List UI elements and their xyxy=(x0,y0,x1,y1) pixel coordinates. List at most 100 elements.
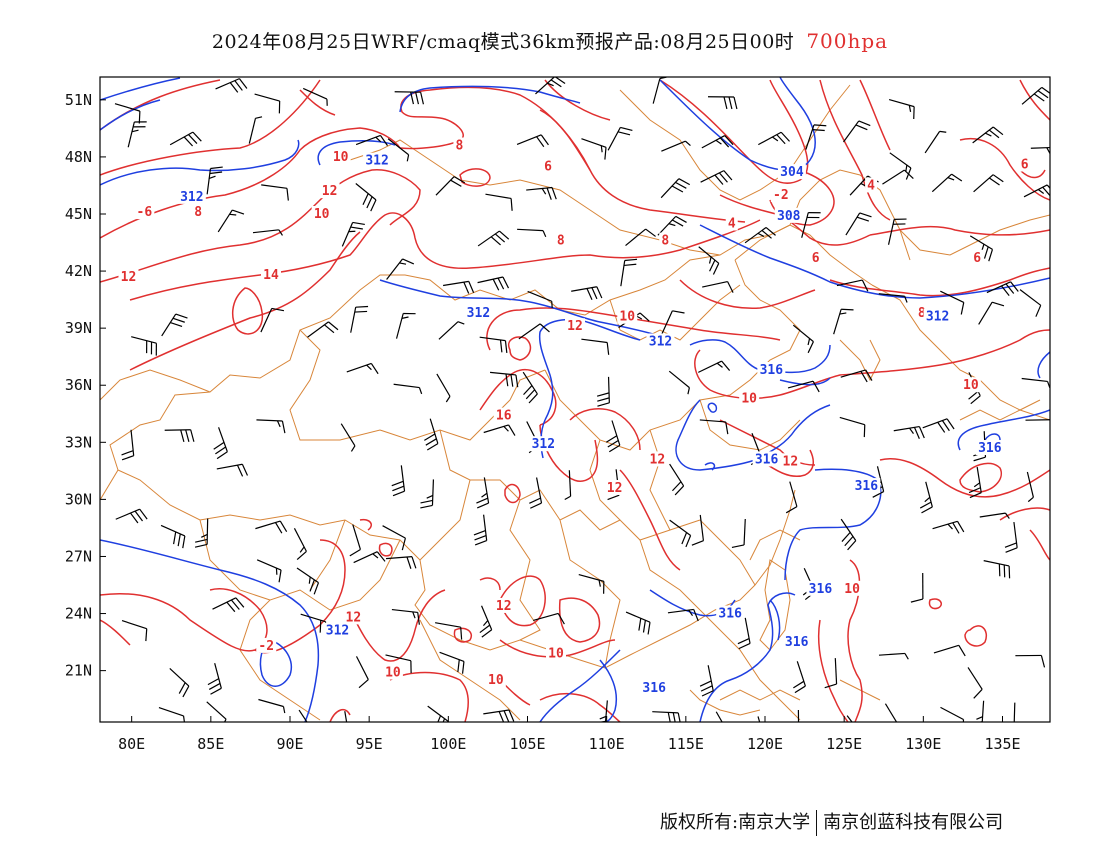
wind-barb xyxy=(260,307,285,333)
wind-barb xyxy=(968,466,982,499)
wind-barb xyxy=(207,663,222,695)
wind-barb xyxy=(435,176,466,196)
wind-barb xyxy=(164,429,195,443)
temperature-label-bg xyxy=(311,205,332,221)
temperature-label-bg xyxy=(493,407,514,423)
temperature-label-bg xyxy=(971,249,984,265)
lon-label: 90E xyxy=(276,735,303,753)
wind-barb xyxy=(350,305,369,333)
wind-barb xyxy=(986,281,1019,296)
temperature-label: 10 xyxy=(488,673,504,688)
wind-barb xyxy=(516,134,549,148)
height-label-bg xyxy=(757,362,786,378)
wind-barb xyxy=(355,183,377,212)
wind-barb xyxy=(527,290,553,308)
map-frame xyxy=(99,76,1051,723)
lon-label: 125E xyxy=(826,735,862,753)
temperature-label-bg xyxy=(739,390,760,406)
copyright-text: 版权所有:南京大学 xyxy=(660,812,811,833)
height-label-bg xyxy=(782,634,811,650)
temperature-label-bg xyxy=(261,266,281,282)
wind-barb xyxy=(131,336,157,356)
temperature-label-bg xyxy=(960,377,981,393)
temperature-label-bg xyxy=(382,664,403,680)
temperature-label: 12 xyxy=(322,184,338,199)
temperature-label: 12 xyxy=(650,452,666,467)
height-label-bg xyxy=(323,622,352,638)
wind-barb xyxy=(517,228,547,238)
height-label-bg xyxy=(464,304,493,320)
wind-barb xyxy=(933,644,966,657)
height-labels: 312 312 304 308 312 312 312 316 312 316 316 316 316 3… xyxy=(177,152,1004,696)
lon-label: 135E xyxy=(984,735,1020,753)
wind-barb xyxy=(1026,471,1034,503)
wind-barb xyxy=(839,416,866,438)
temperature-label-bg xyxy=(647,451,668,467)
temperature-label-bg xyxy=(1018,156,1031,172)
wind-barb xyxy=(526,186,557,200)
wind-barb xyxy=(940,290,965,315)
height-label-bg xyxy=(529,436,558,452)
wind-barb xyxy=(194,518,209,548)
map-title: 2024年08月25日WRF/cmaq模式36km预报产品:08月25日00时 7… xyxy=(0,27,1100,54)
wind-barb xyxy=(1021,377,1050,388)
wind-barb xyxy=(424,418,439,451)
wind-barb xyxy=(252,229,283,236)
wind-barb xyxy=(843,120,871,143)
temperature-label: 12 xyxy=(496,599,512,614)
wind-barb xyxy=(973,174,1004,193)
height-label-bg xyxy=(852,478,881,494)
wind-barb xyxy=(1013,702,1016,722)
height-label: 316 xyxy=(809,582,833,597)
wind-barb xyxy=(216,463,249,477)
wind-barb xyxy=(878,293,908,303)
wind-barb xyxy=(701,135,734,149)
temperature-label: 6 xyxy=(973,251,981,266)
temperature-label: 12 xyxy=(567,319,583,334)
wind-barb xyxy=(1019,289,1042,317)
temperature-label-bg xyxy=(604,479,625,495)
wind-barb xyxy=(158,706,186,722)
wind-barb xyxy=(625,228,656,246)
pressure-level: 700hpa xyxy=(806,29,889,53)
temperature-label-bg xyxy=(319,183,340,199)
wind-barb xyxy=(386,258,415,280)
lon-label: 115E xyxy=(668,735,704,753)
wind-barb xyxy=(932,520,965,534)
wind-barb xyxy=(395,312,416,339)
wind-barb xyxy=(660,178,691,199)
lat-label: 39N xyxy=(65,319,92,337)
wind-barb xyxy=(801,212,821,238)
temperature-label-bg xyxy=(659,232,672,248)
wind-barb xyxy=(261,184,289,201)
wind-barb xyxy=(887,218,907,245)
wind-barb xyxy=(578,574,605,594)
wind-barb xyxy=(386,556,417,569)
height-label: 312 xyxy=(326,624,349,639)
height-label-bg xyxy=(646,333,675,349)
lat-label: 27N xyxy=(65,547,92,565)
wind-barb xyxy=(256,419,286,434)
wind-barb xyxy=(668,370,690,395)
temperature-label: -2 xyxy=(773,188,789,203)
wind-barb xyxy=(115,508,148,524)
wind-barb xyxy=(217,209,245,233)
lon-label: 95E xyxy=(356,735,383,753)
wind-barb xyxy=(661,310,685,335)
temperature-label-bg xyxy=(493,597,514,613)
wind-barb xyxy=(248,116,263,144)
temperature-label-bg xyxy=(842,580,863,596)
temperature-label-bg xyxy=(770,186,791,202)
wind-barb xyxy=(483,424,516,436)
wind-barb xyxy=(824,658,838,689)
temperature-label-bg xyxy=(542,158,555,174)
wind-barb xyxy=(121,620,148,642)
wind-barb xyxy=(893,425,925,439)
wind-barb xyxy=(533,612,565,625)
wind-barb xyxy=(391,465,406,497)
temperature-label-bg xyxy=(330,148,351,164)
wind-barb xyxy=(485,193,513,211)
height-label: 316 xyxy=(855,479,879,494)
wind-barb xyxy=(657,215,687,236)
lat-label: 33N xyxy=(65,433,92,451)
